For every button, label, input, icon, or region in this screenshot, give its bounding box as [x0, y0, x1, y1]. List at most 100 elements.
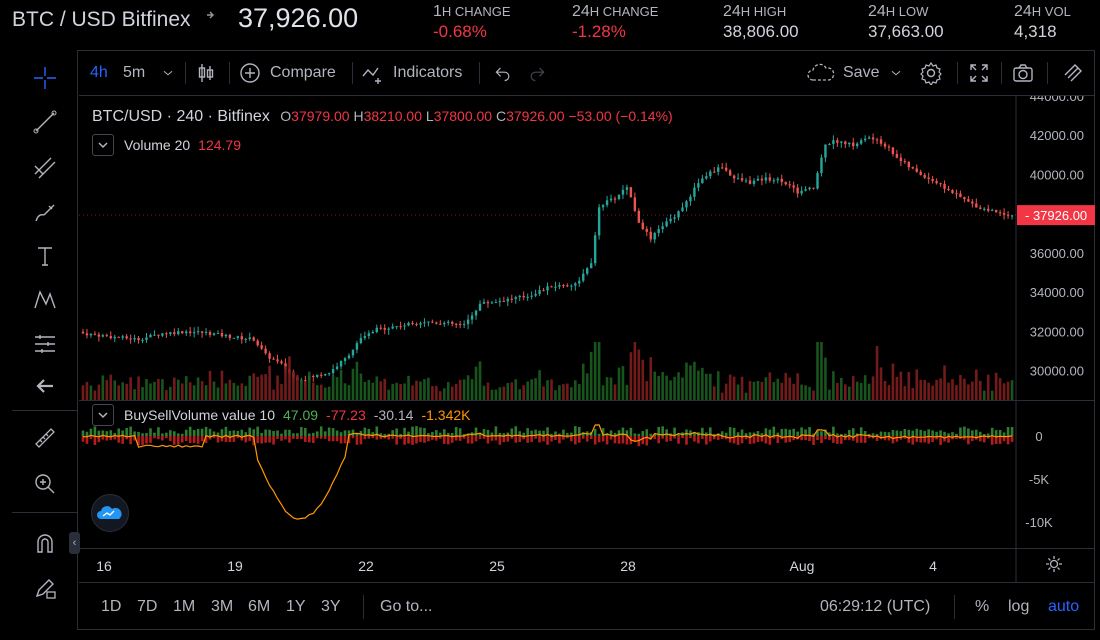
ruler-icon[interactable] — [12, 418, 78, 458]
interval-5m-button[interactable]: 5m — [123, 64, 146, 81]
volume-bar — [482, 385, 486, 400]
volume-bar — [133, 389, 136, 400]
log-scale-button[interactable]: log — [1008, 598, 1030, 615]
utc-clock[interactable]: 06:29:12 (UTC) — [820, 598, 931, 615]
brush-icon[interactable] — [12, 192, 78, 232]
bsv-sell-bar — [478, 436, 482, 439]
zoom-icon[interactable] — [12, 464, 78, 504]
bsv-sell-bar — [446, 436, 450, 445]
volume-bar — [323, 387, 327, 400]
candles-icon[interactable] — [194, 50, 218, 96]
volume-bar — [971, 381, 974, 400]
link-icon[interactable] — [205, 10, 215, 23]
range-6m-button[interactable]: 6M — [248, 598, 271, 615]
volume-bar — [677, 372, 680, 400]
trend-line-icon[interactable] — [12, 102, 78, 142]
fib-tool-icon[interactable] — [12, 148, 78, 188]
bsv-buy-bar — [506, 432, 510, 436]
indicators-button[interactable]: Indicators — [361, 50, 462, 96]
goto-date-button[interactable]: Go to... — [380, 598, 433, 615]
bsv-buy-bar — [538, 430, 541, 436]
bsv-buy-bar — [804, 429, 807, 436]
bsv-sell-bar — [343, 436, 347, 444]
candle-body — [812, 187, 815, 189]
save-button[interactable]: Save — [805, 50, 879, 96]
volume-bar — [391, 383, 394, 400]
bsv-buy-bar — [927, 429, 930, 436]
tradingview-logo-icon[interactable] — [91, 494, 129, 532]
candle-body — [685, 201, 688, 208]
magnet-icon[interactable] — [12, 524, 78, 564]
bsv-buy-bar — [335, 430, 339, 436]
measure-tool-icon[interactable] — [12, 324, 78, 364]
bsv-buy-bar — [871, 433, 875, 436]
candle-body — [339, 360, 343, 367]
range-1m-button[interactable]: 1M — [173, 598, 196, 615]
bsv-sell-bar — [982, 436, 986, 443]
volume-bar — [693, 361, 696, 400]
candle-body — [653, 233, 656, 240]
text-tool-icon[interactable] — [12, 236, 78, 276]
bsv-buy-bar — [863, 431, 867, 436]
bsv-buy-bar — [903, 429, 907, 436]
candle-body — [81, 331, 85, 334]
range-1y-button[interactable]: 1Y — [286, 598, 306, 615]
volume-bar — [236, 385, 240, 400]
bsv-buy-bar — [383, 433, 387, 436]
symbol-title[interactable]: BTC / USD Bitfinex — [12, 8, 191, 31]
camera-icon[interactable] — [1011, 50, 1035, 96]
bsv-sell-bar — [81, 436, 85, 442]
volume-bar — [446, 381, 450, 400]
candle-body — [506, 298, 510, 302]
bsv-buy-bar — [454, 427, 458, 436]
auto-scale-button[interactable]: auto — [1048, 598, 1080, 615]
time-tick-label: 4 — [929, 558, 937, 574]
candle-body — [482, 302, 486, 304]
bsv-collapse-icon[interactable] — [92, 404, 114, 426]
volume-bar — [558, 385, 561, 400]
price-chart[interactable]: 44000.0042000.0040000.0038000.0036000.00… — [79, 96, 1095, 582]
candle-body — [316, 374, 319, 377]
compare-button[interactable]: Compare — [238, 50, 336, 96]
undo-icon[interactable] — [493, 50, 513, 96]
settings-gear-icon[interactable] — [919, 50, 943, 96]
range-3y-button[interactable]: 3Y — [321, 598, 341, 615]
redo-icon[interactable] — [527, 50, 547, 96]
bsv-buy-bar — [859, 427, 863, 436]
candle-body — [931, 178, 934, 182]
interval-dropdown-icon[interactable] — [161, 50, 175, 96]
pattern-tool-icon[interactable] — [12, 280, 78, 320]
candle-body — [264, 348, 267, 354]
volume-bar — [371, 382, 375, 400]
arrow-icon[interactable] — [12, 366, 78, 406]
collapse-toolbar-handle[interactable]: ‹ — [69, 532, 80, 554]
percent-scale-button[interactable]: % — [975, 598, 990, 615]
volume-bar — [764, 377, 768, 400]
candle-body — [367, 333, 371, 337]
bsv-buy-bar — [816, 430, 819, 436]
save-dropdown-icon[interactable] — [889, 50, 903, 96]
volume-bar — [542, 386, 545, 400]
bsv-sell-bar — [990, 436, 994, 445]
range-7d-button[interactable]: 7D — [137, 598, 158, 615]
interval-4h-button[interactable]: 4h — [90, 64, 108, 81]
volume-bar — [149, 383, 152, 400]
time-scale-settings-icon[interactable] — [1046, 556, 1062, 572]
crosshair-icon[interactable] — [12, 58, 78, 98]
bsv-sell-bar — [141, 436, 144, 445]
volume-bar — [188, 382, 192, 400]
volume-collapse-icon[interactable] — [92, 134, 114, 156]
fullscreen-icon[interactable] — [967, 50, 991, 96]
lock-drawings-icon[interactable] — [12, 568, 78, 608]
range-3m-button[interactable]: 3M — [211, 598, 234, 615]
bsv-buy-bar — [439, 432, 442, 436]
volume-bar — [260, 374, 263, 400]
bsv-buy-bar — [399, 433, 402, 436]
bsv-sell-bar — [756, 436, 760, 443]
range-1d-button[interactable]: 1D — [101, 598, 122, 615]
candle-body — [665, 221, 668, 227]
candle-body — [796, 187, 799, 194]
volume-bar — [208, 370, 212, 400]
trade-icon[interactable] — [1061, 50, 1085, 96]
bsv-sell-bar — [264, 436, 267, 443]
